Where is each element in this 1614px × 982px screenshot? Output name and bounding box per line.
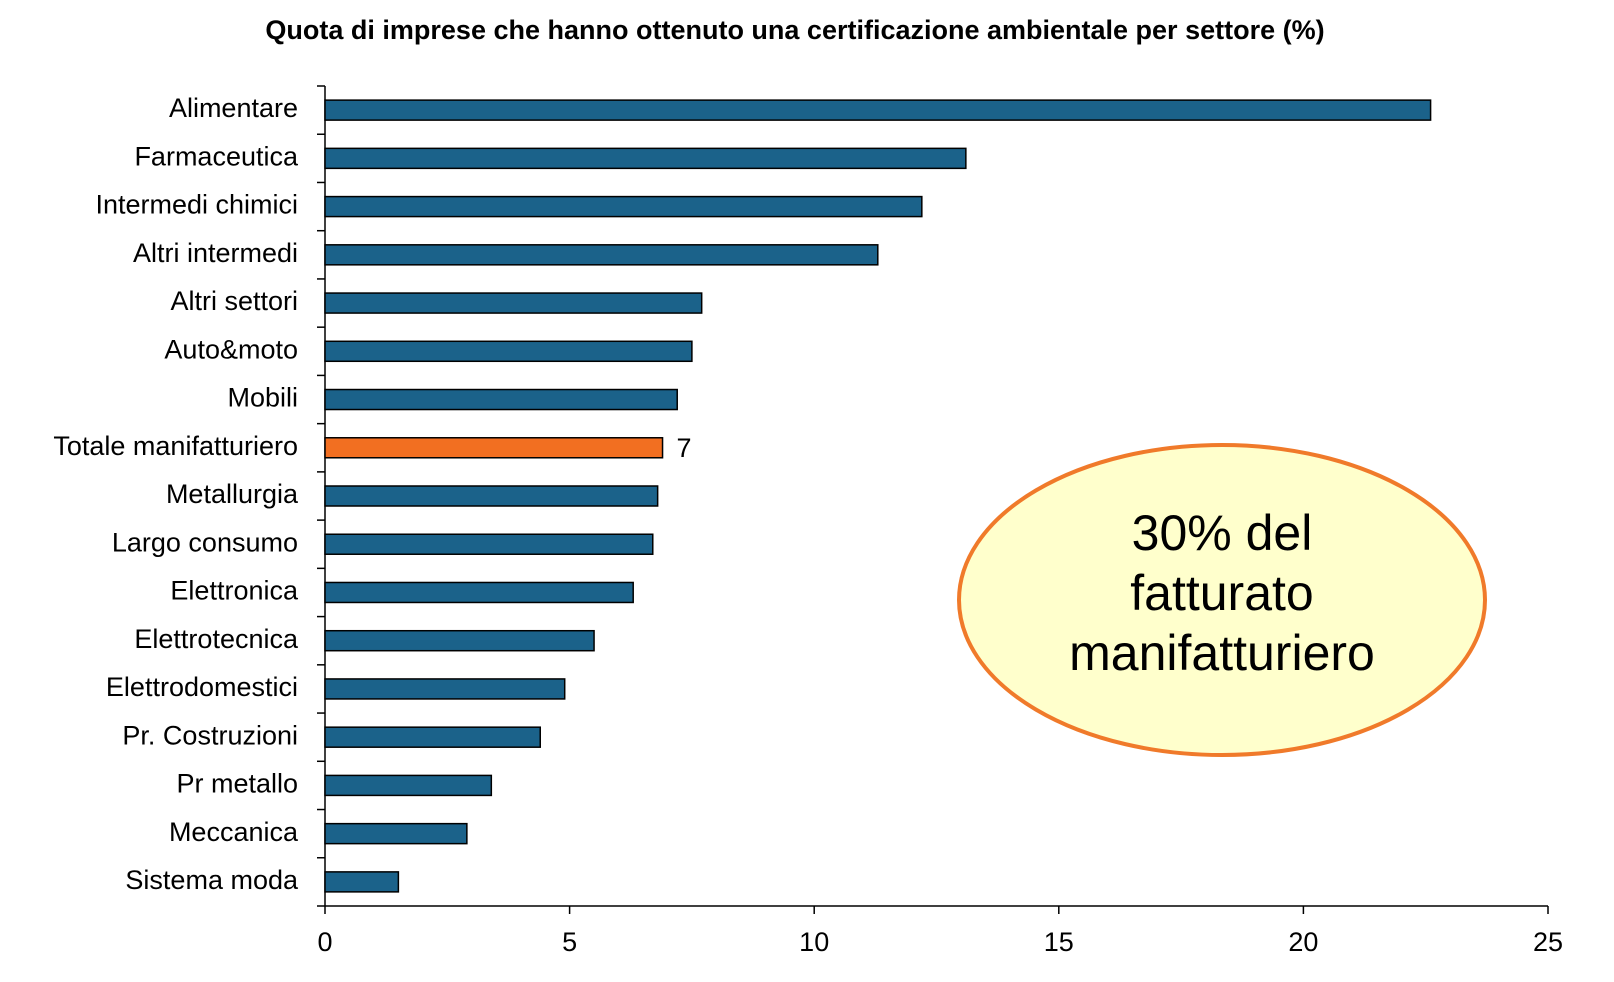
bar (324, 774, 493, 797)
y-tick-label: Altri intermedi (133, 238, 298, 268)
bar (324, 292, 703, 314)
annotation: manifatturiero (1069, 625, 1375, 681)
annotation: fatturato (1130, 565, 1313, 621)
bar (324, 340, 693, 363)
x-tick-label: 10 (799, 927, 829, 957)
y-tick-label: Farmaceutica (134, 141, 299, 171)
x-tick-label: 15 (1044, 927, 1074, 957)
y-tick-label: Auto&moto (164, 334, 298, 364)
y-tick-label: Intermedi chimici (95, 190, 298, 220)
y-tick-label: Meccanica (169, 817, 299, 847)
y-tick-label: Metallurgia (166, 479, 299, 509)
bar (324, 388, 678, 411)
y-tick-label: Pr. Costruzioni (122, 720, 298, 750)
bar (324, 871, 400, 893)
y-tick-label: Altri settori (170, 286, 298, 316)
x-tick-label: 5 (562, 927, 577, 957)
bar (324, 629, 595, 652)
y-tick-label: Sistema moda (125, 865, 299, 895)
y-tick-label: Mobili (227, 383, 298, 413)
annotation: 30% del (1132, 505, 1313, 561)
bar (324, 485, 659, 507)
y-tick-label: Pr metallo (176, 769, 298, 799)
bar (324, 678, 566, 700)
value-label: 7 (677, 433, 692, 463)
bar (324, 581, 634, 604)
bar (324, 195, 923, 218)
bar (324, 437, 664, 459)
x-tick-label: 0 (317, 927, 332, 957)
x-tick-label: 25 (1533, 927, 1563, 957)
bar (324, 533, 654, 555)
bar (324, 147, 967, 170)
y-tick-label: Largo consumo (112, 527, 298, 557)
bar (324, 726, 541, 748)
y-tick-label: Alimentare (169, 93, 298, 123)
y-tick-label: Elettronica (170, 576, 299, 606)
bar (324, 99, 1432, 121)
callout (957, 443, 1487, 757)
y-tick-label: Elettrotecnica (134, 624, 299, 654)
y-tick-label: Elettrodomestici (106, 672, 298, 702)
chart-title: Quota di imprese che hanno ottenuto una … (265, 15, 1325, 45)
bar (324, 822, 468, 845)
x-tick-label: 20 (1288, 927, 1318, 957)
bar (324, 244, 879, 266)
y-tick-label: Totale manifatturiero (53, 431, 298, 461)
